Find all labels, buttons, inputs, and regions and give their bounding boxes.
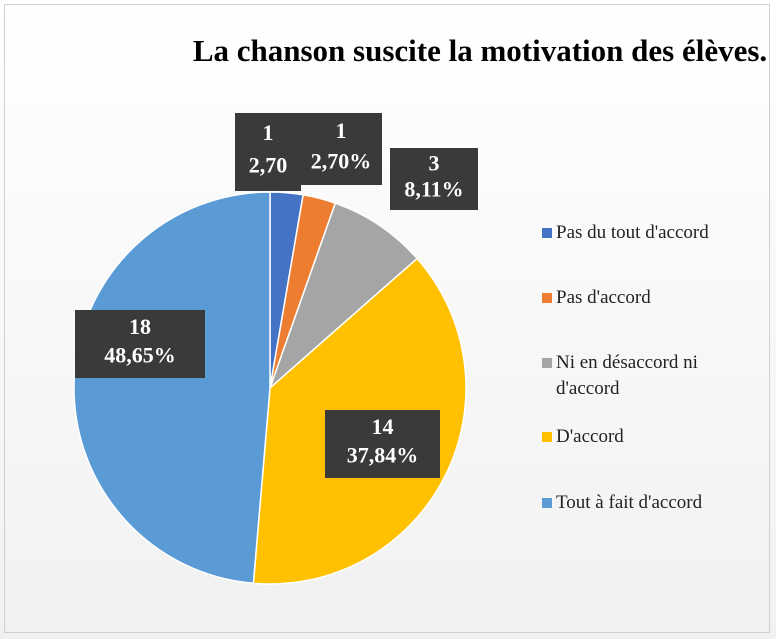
chart-title: La chanson suscite la motivation des élè…	[192, 33, 768, 68]
data-label-box	[390, 148, 478, 210]
data-label-box	[300, 113, 382, 185]
legend-swatch	[542, 228, 552, 238]
chart-border	[4, 4, 770, 633]
legend-label: Tout à fait d'accord	[556, 492, 703, 513]
data-label-count: 1	[336, 118, 347, 143]
data-label-box	[235, 113, 301, 191]
legend-label: D'accord	[556, 426, 624, 447]
data-label-count: 14	[372, 414, 394, 439]
data-label-count: 1	[263, 120, 274, 145]
data-label-percent: 37,84%	[347, 443, 419, 468]
legend-swatch	[542, 293, 552, 303]
legend-swatch	[542, 432, 552, 442]
legend-label: Ni en désaccord ni d'accord	[556, 352, 698, 399]
pie-slice	[268, 202, 419, 391]
legend-label: Pas d'accord	[556, 287, 651, 308]
legend-label: Pas du tout d'accord	[556, 222, 709, 243]
data-label-percent: 8,11%	[404, 176, 463, 201]
data-label-percent: 48,65%	[104, 343, 176, 368]
data-label-box	[75, 310, 205, 378]
data-label-percent: 2,70%	[311, 148, 372, 173]
data-label-count: 3	[429, 150, 440, 175]
pie-slice	[73, 191, 271, 585]
legend-swatch	[542, 358, 552, 368]
data-label-count: 18	[129, 314, 151, 339]
data-label-percent: 2,70	[249, 153, 288, 178]
data-label-box	[325, 410, 440, 478]
legend-swatch	[542, 498, 552, 508]
